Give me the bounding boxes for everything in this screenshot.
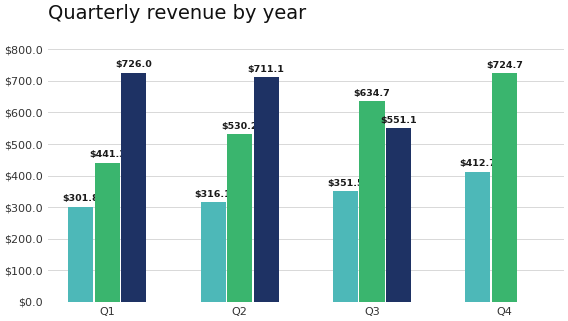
Bar [253,77,279,302]
Bar [201,202,225,302]
Bar [227,134,252,302]
Text: $301.8: $301.8 [62,195,99,204]
Bar [68,207,93,302]
Text: $530.2: $530.2 [222,122,258,131]
Text: $551.1: $551.1 [380,116,417,125]
Text: $412.7: $412.7 [460,160,496,169]
Text: $724.7: $724.7 [486,61,523,70]
Bar [465,172,490,302]
Text: $634.7: $634.7 [354,89,390,98]
Text: $316.1: $316.1 [195,190,232,199]
Bar [492,73,517,302]
Bar [95,162,120,302]
Text: Quarterly revenue by year: Quarterly revenue by year [48,4,306,23]
Text: $726.0: $726.0 [115,60,152,69]
Text: $351.5: $351.5 [327,179,364,188]
Bar [386,128,411,302]
Text: $441.3: $441.3 [89,151,126,160]
Bar [360,101,385,302]
Text: $711.1: $711.1 [248,65,285,74]
Bar [121,73,147,302]
Bar [333,191,358,302]
